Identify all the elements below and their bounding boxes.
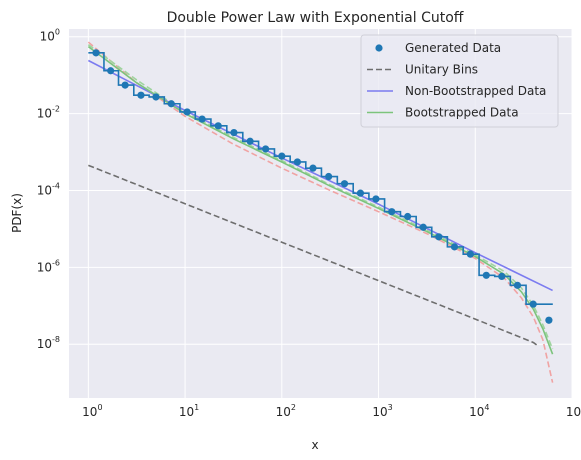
x-tick-label: 101 xyxy=(179,403,199,419)
data-point xyxy=(325,172,333,181)
data-point xyxy=(167,100,175,108)
data-point xyxy=(450,243,459,251)
x-axis-label: x xyxy=(311,438,318,452)
data-point xyxy=(529,300,537,308)
data-point xyxy=(372,195,380,203)
data-point xyxy=(419,223,427,231)
data-point xyxy=(121,81,129,89)
data-point xyxy=(498,272,506,281)
data-point xyxy=(230,128,238,137)
data-point xyxy=(404,212,412,221)
data-point xyxy=(466,250,474,258)
x-tick-label: 102 xyxy=(276,403,296,419)
legend-label: Generated Data xyxy=(405,41,501,55)
chart-title: Double Power Law with Exponential Cutoff xyxy=(167,10,464,26)
data-point xyxy=(183,108,191,116)
x-tick-label: 104 xyxy=(469,403,489,419)
data-point xyxy=(246,137,254,145)
data-point xyxy=(92,49,100,57)
data-point xyxy=(262,145,270,153)
tick-labels: 100 101 102 103 104 105 100 10-2 10-4 10-6 10-8 xyxy=(37,28,581,419)
legend: Generated Data Unitary Bins Non-Bootstrapp… xyxy=(360,34,559,128)
data-point xyxy=(107,67,115,75)
legend-marker xyxy=(375,44,383,52)
data-point xyxy=(513,281,522,289)
data-point xyxy=(214,122,222,130)
data-point xyxy=(356,189,365,197)
data-point xyxy=(340,180,349,188)
y-tick-label: 100 xyxy=(40,28,60,44)
legend-label: Unitary Bins xyxy=(405,63,478,77)
x-tick-label: 100 xyxy=(82,403,102,419)
y-tick-label: 10-4 xyxy=(37,181,60,197)
y-axis-label: PDF(x) xyxy=(10,193,24,233)
y-tick-label: 10-8 xyxy=(37,335,60,351)
y-tick-label: 10-6 xyxy=(37,258,60,274)
data-point xyxy=(309,164,317,172)
y-tick-label: 10-2 xyxy=(37,105,60,121)
data-point xyxy=(278,152,286,160)
data-point xyxy=(545,316,553,324)
data-point xyxy=(152,93,160,101)
legend-box xyxy=(360,34,559,128)
data-point xyxy=(435,233,443,241)
series-layer xyxy=(87,41,554,383)
x-tick-label: 103 xyxy=(372,403,392,419)
data-point xyxy=(293,158,302,166)
data-point xyxy=(482,271,490,279)
data-point xyxy=(198,115,206,123)
bootstrap-envelope-line xyxy=(87,41,554,383)
legend-label: Non-Bootstrapped Data xyxy=(405,84,546,98)
data-point xyxy=(137,91,145,99)
legend-label: Bootstrapped Data xyxy=(405,106,519,120)
unitary-bins-line xyxy=(88,164,539,347)
x-tick-label: 105 xyxy=(566,403,581,419)
data-point xyxy=(388,208,396,216)
